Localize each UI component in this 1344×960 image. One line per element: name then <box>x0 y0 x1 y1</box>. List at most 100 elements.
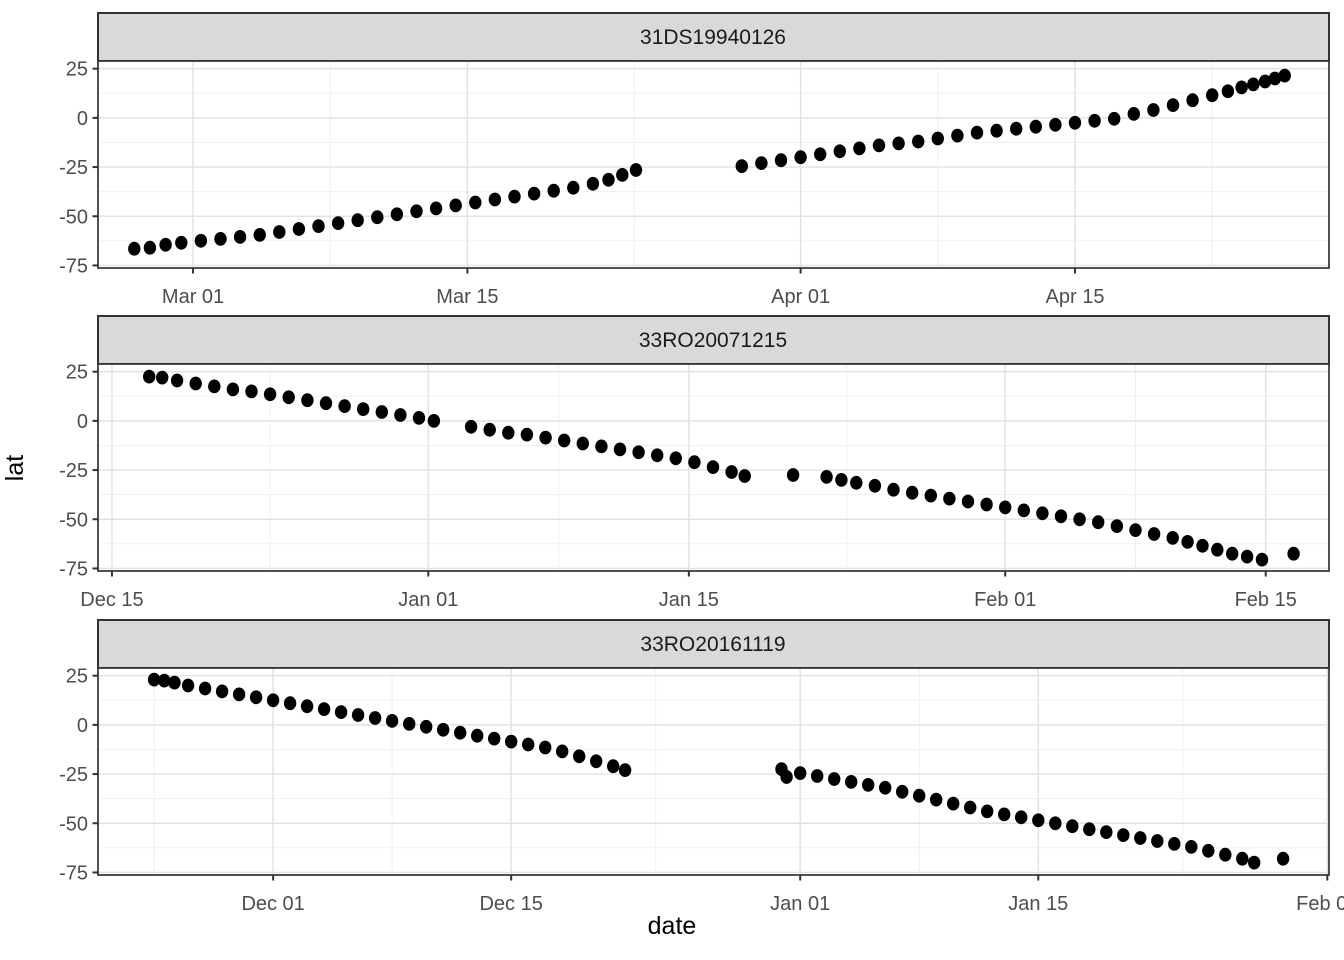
data-point <box>595 439 608 454</box>
data-point <box>613 442 627 457</box>
data-point <box>1168 837 1181 851</box>
data-point <box>688 455 701 470</box>
data-point <box>629 163 643 177</box>
facet-panel-3: 25 0 -25 -50 -75 Dec 01 Dec 15 Jan 01 Jan 15 Feb … <box>59 619 1344 915</box>
data-point <box>1032 813 1045 828</box>
data-point <box>1276 851 1290 866</box>
data-point <box>420 719 433 734</box>
data-point <box>786 468 800 482</box>
data-point <box>607 759 620 774</box>
data-point <box>371 210 384 225</box>
data-point <box>961 494 975 509</box>
data-point <box>449 198 462 213</box>
data-point <box>1083 822 1096 837</box>
data-point <box>143 240 157 255</box>
data-point <box>505 734 518 749</box>
data-point <box>338 399 351 413</box>
data-point <box>947 796 960 811</box>
data-point <box>892 136 905 151</box>
data-point <box>502 425 515 440</box>
data-point <box>249 690 263 705</box>
data-point <box>1010 121 1023 136</box>
data-point <box>1054 509 1068 524</box>
data-point <box>331 216 345 231</box>
data-point <box>573 749 586 764</box>
data-point <box>143 369 156 384</box>
y-tick-label: -50 <box>59 813 88 835</box>
data-point <box>774 153 788 168</box>
data-point <box>1258 74 1272 89</box>
data-point <box>319 396 333 411</box>
data-point <box>232 687 246 702</box>
data-point <box>1247 77 1260 92</box>
x-tick-label: Apr 01 <box>771 286 830 308</box>
data-point <box>735 159 748 174</box>
x-tick-label: Dec 15 <box>80 589 143 611</box>
facet-panel-1: 25 0 -25 -50 -75 Mar 01 Mar 15 Apr 01 Apr 15 31D… <box>59 12 1330 308</box>
data-point <box>488 192 502 207</box>
y-axis-title: lat <box>1 454 29 482</box>
data-point <box>226 382 240 397</box>
data-point <box>1134 831 1147 845</box>
data-point <box>488 731 501 746</box>
data-point <box>385 714 399 728</box>
x-axis-title: date <box>647 912 697 940</box>
data-point <box>520 427 534 442</box>
data-point <box>181 678 195 693</box>
data-point <box>556 744 569 759</box>
x-tick-label: Mar 15 <box>436 286 498 308</box>
data-point <box>725 465 738 479</box>
data-point <box>1049 816 1062 831</box>
data-point <box>862 778 875 792</box>
data-point <box>168 675 181 690</box>
data-point <box>951 128 964 143</box>
data-point <box>1100 825 1113 839</box>
facet-strip <box>97 315 1330 365</box>
data-point <box>1202 843 1215 858</box>
data-point <box>896 784 909 799</box>
data-point <box>755 156 768 171</box>
data-point <box>780 770 793 784</box>
data-point <box>1066 819 1079 834</box>
data-point <box>872 138 886 153</box>
facet-1-strip-label: 31DS19940126 <box>640 26 786 49</box>
data-point <box>1110 519 1124 533</box>
x-tick-label: Feb 15 <box>1235 589 1297 611</box>
data-point <box>590 754 603 769</box>
data-point <box>1287 546 1300 561</box>
data-point <box>1129 523 1142 537</box>
data-point <box>1196 538 1209 553</box>
x-tick-label: Mar 01 <box>162 286 224 308</box>
points-layer <box>147 672 1290 870</box>
data-point <box>233 230 247 244</box>
data-point <box>820 470 833 484</box>
panel-border <box>97 363 1330 572</box>
data-point <box>990 123 1003 138</box>
data-point <box>1073 512 1086 527</box>
data-point <box>651 448 664 463</box>
panel-border <box>97 60 1330 269</box>
data-point <box>567 180 580 195</box>
data-point <box>1166 98 1180 112</box>
data-point <box>368 711 382 725</box>
x-tick-label: Apr 15 <box>1046 286 1105 308</box>
data-point <box>887 482 900 497</box>
data-point <box>471 728 484 743</box>
y-tick-label: -25 <box>59 157 88 179</box>
x-tick-label: Jan 15 <box>659 589 719 611</box>
data-point <box>1092 515 1105 530</box>
data-point <box>245 384 258 399</box>
data-point <box>483 422 496 437</box>
data-point <box>508 189 521 204</box>
data-point <box>292 222 306 236</box>
data-point <box>828 772 841 786</box>
data-point <box>214 232 227 246</box>
data-point <box>1017 503 1030 518</box>
data-point <box>814 147 827 162</box>
data-point <box>868 478 882 493</box>
data-point <box>1147 527 1161 541</box>
x-tick-label: Jan 01 <box>398 589 458 611</box>
data-point <box>1049 117 1062 132</box>
data-point <box>999 500 1012 515</box>
data-point <box>576 436 589 451</box>
